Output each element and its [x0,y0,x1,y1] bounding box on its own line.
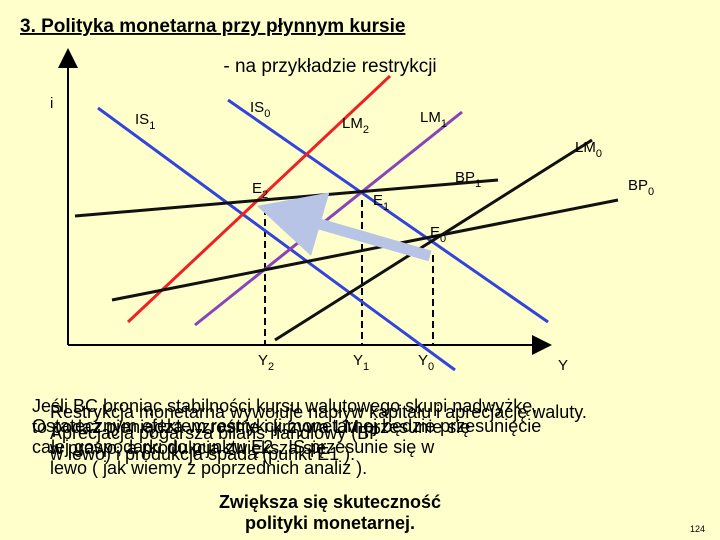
curve-label-sub: 0 [596,148,602,160]
note-line: całej gospodarki do punktu E2 , IS przes… [32,437,435,457]
is0-curve [227,98,549,324]
curve-label-sub: 1 [441,118,447,130]
curve-label-main: IS [135,111,149,128]
curve-label-sub: 2 [363,124,369,136]
note-line: w lewo) i produkcja spada (punkt E1 ). [49,444,355,464]
point-label-main: E [252,180,262,197]
curve-label-sub: 0 [264,108,270,120]
curve-label-main: LM [575,139,596,156]
curve-label: IS1 [135,111,155,132]
curve-label: BP0 [628,177,654,198]
curve-label-main: BP [455,169,475,186]
title: 3. Polityka monetarna przy płynnym kursi… [20,16,405,37]
curve-label-main: IS [250,99,264,116]
note-line: Jeśli BC broniąc stabilności kursu walut… [32,396,537,416]
curve-label-sub: 0 [648,186,654,198]
curve-label: LM1 [420,109,447,130]
level-label: Y0 [418,352,434,373]
curve-label-sub: 1 [475,178,481,190]
axis-label: Y [558,357,568,374]
note-line: w prawo, a produkcja zwiększa się. [49,438,331,458]
note-line: lewo ( jak wiemy z poprzednich analiz ). [50,458,367,478]
note-line: to podaż pieniądza wzrośnie i krzywa LM … [32,417,470,437]
level-label-main: Y [418,352,428,369]
lm1-curve [194,110,463,327]
curve-label-main: LM [420,109,441,126]
level-label-sub: 0 [428,361,434,373]
level-label: Y1 [353,352,369,373]
curve-label-main: BP [628,177,648,194]
level-label-sub: 1 [363,361,369,373]
diagram [58,48,619,372]
notes: Jeśli BC broniąc stabilności kursu walut… [32,396,587,533]
curve-label: LM0 [575,139,602,160]
curve-label: LM2 [342,115,369,136]
note-line: Zwiększa się skuteczność [219,492,441,512]
level-label-sub: 2 [268,361,274,373]
curve-label: BP1 [455,169,481,190]
note-line: Aprecjacja pogarsza bilans handlowy (BP [50,423,381,443]
axis-label: i [50,95,53,112]
note-line: Restrykcja monetarna wywołuje napływ kap… [50,402,587,422]
point-label-main: E [373,192,383,209]
level-label-main: Y [353,352,363,369]
curve-label-sub: 1 [149,120,155,132]
curve-label: IS0 [250,99,270,120]
bp0-curve [111,198,619,302]
note: Zwiększa się skuteczność polityki monetar… [219,492,441,533]
point-label: E1 [373,192,389,213]
point-label: E0 [430,224,446,245]
level-label: Y2 [258,352,274,373]
point-label-sub: 2 [262,189,268,201]
note: Jeśli BC broniąc stabilności kursu walut… [32,396,537,458]
note: Restrykcja monetarna wywołuje napływ kap… [49,402,587,464]
point-label: E2 [252,180,268,201]
point-label-sub: 1 [383,201,389,213]
note-line: polityki monetarnej. [245,513,415,533]
lm0-curve [274,138,593,342]
shift-arrow [256,192,432,262]
point-label-main: E [430,224,440,241]
curve-label-main: LM [342,115,363,132]
note-line: Ostatecznym efektem restrykcji monetarne… [32,416,541,436]
point-label-sub: 0 [440,233,446,245]
page-number: 124 [690,524,705,534]
subtitle: - na przykładzie restrykcji [223,56,436,77]
level-label-main: Y [258,352,268,369]
note: Ostatecznym efektem restrykcji monetarne… [32,416,541,478]
is1-curve [97,106,456,372]
